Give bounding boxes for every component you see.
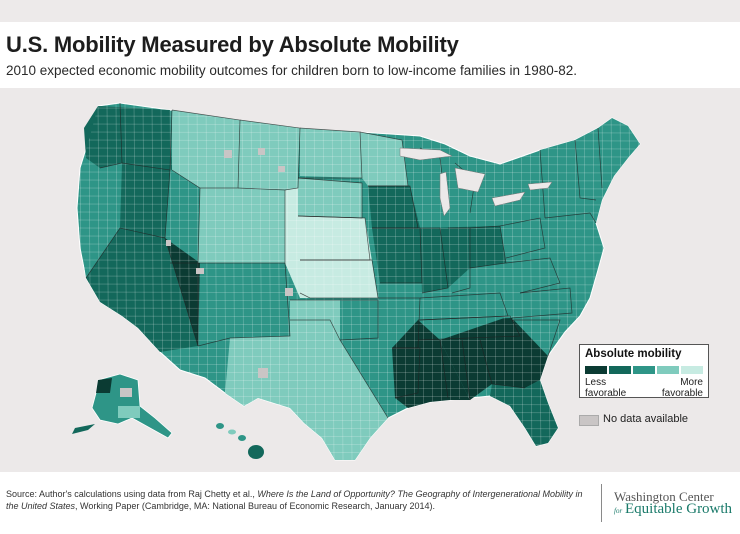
region-mid-atlantic bbox=[500, 218, 570, 320]
legend-swatch-3 bbox=[633, 366, 655, 374]
legend-less-line2: favorable bbox=[585, 388, 627, 399]
region-west-coast bbox=[80, 163, 122, 278]
source-prefix: Source: Author's calculations using data… bbox=[6, 489, 258, 499]
region-central-plains bbox=[285, 188, 378, 298]
legend-title: Absolute mobility bbox=[585, 348, 682, 360]
no-data-label: No data available bbox=[603, 413, 689, 425]
region-pacific-northwest bbox=[84, 106, 172, 170]
legend-more-label: More favorable bbox=[662, 377, 703, 399]
brand-name-line2: Equitable Growth bbox=[625, 501, 733, 517]
region-great-basin bbox=[120, 163, 170, 238]
legend-less-line1: Less bbox=[585, 377, 607, 388]
footer: Source: Author's calculations using data… bbox=[0, 472, 740, 534]
great-lakes bbox=[399, 147, 553, 217]
region-upper-midwest bbox=[300, 128, 408, 186]
aleutian-islands bbox=[72, 424, 95, 434]
region-four-corners bbox=[165, 238, 200, 346]
legend-swatch-5 bbox=[681, 366, 703, 374]
chart-title: U.S. Mobility Measured by Absolute Mobil… bbox=[6, 32, 459, 57]
region-southwest bbox=[86, 228, 198, 352]
region-new-england bbox=[540, 118, 640, 223]
brand-name-line1: Washington Center bbox=[614, 489, 714, 504]
map-legend: Absolute mobility Less favorable More fa… bbox=[579, 344, 709, 399]
source-title: Where Is the Land of Opportunity? The Ge… bbox=[6, 489, 583, 511]
top-band bbox=[0, 0, 740, 22]
legend-swatch-1 bbox=[585, 366, 607, 374]
chart-subtitle: 2010 expected economic mobility outcomes… bbox=[6, 63, 578, 78]
legend-swatch-2 bbox=[609, 366, 631, 374]
region-midwest bbox=[368, 186, 422, 283]
alaska-north bbox=[96, 378, 112, 393]
region-northern-plains bbox=[238, 120, 362, 218]
no-data-swatch bbox=[579, 415, 599, 426]
alaska-south bbox=[118, 406, 140, 418]
hawaii bbox=[216, 423, 264, 459]
region-ohio-valley bbox=[420, 226, 506, 293]
source-suffix: , Working Paper (Cambridge, MA: National… bbox=[75, 501, 436, 511]
brand-divider bbox=[601, 484, 602, 522]
legend-less-label: Less favorable bbox=[585, 377, 626, 399]
chart-header: U.S. Mobility Measured by Absolute Mobil… bbox=[0, 22, 740, 88]
legend-swatches bbox=[585, 366, 703, 374]
legend-more-line1: More bbox=[680, 377, 703, 388]
source-note: Source: Author's calculations using data… bbox=[6, 488, 591, 512]
us-map bbox=[72, 102, 641, 461]
legend-swatch-4 bbox=[657, 366, 679, 374]
legend-more-line2: favorable bbox=[661, 388, 703, 399]
alaska-no-data bbox=[120, 388, 132, 397]
map-area: Absolute mobility Less favorable More fa… bbox=[0, 88, 740, 472]
region-appalachia bbox=[418, 263, 520, 320]
brand-for: for bbox=[614, 507, 623, 515]
